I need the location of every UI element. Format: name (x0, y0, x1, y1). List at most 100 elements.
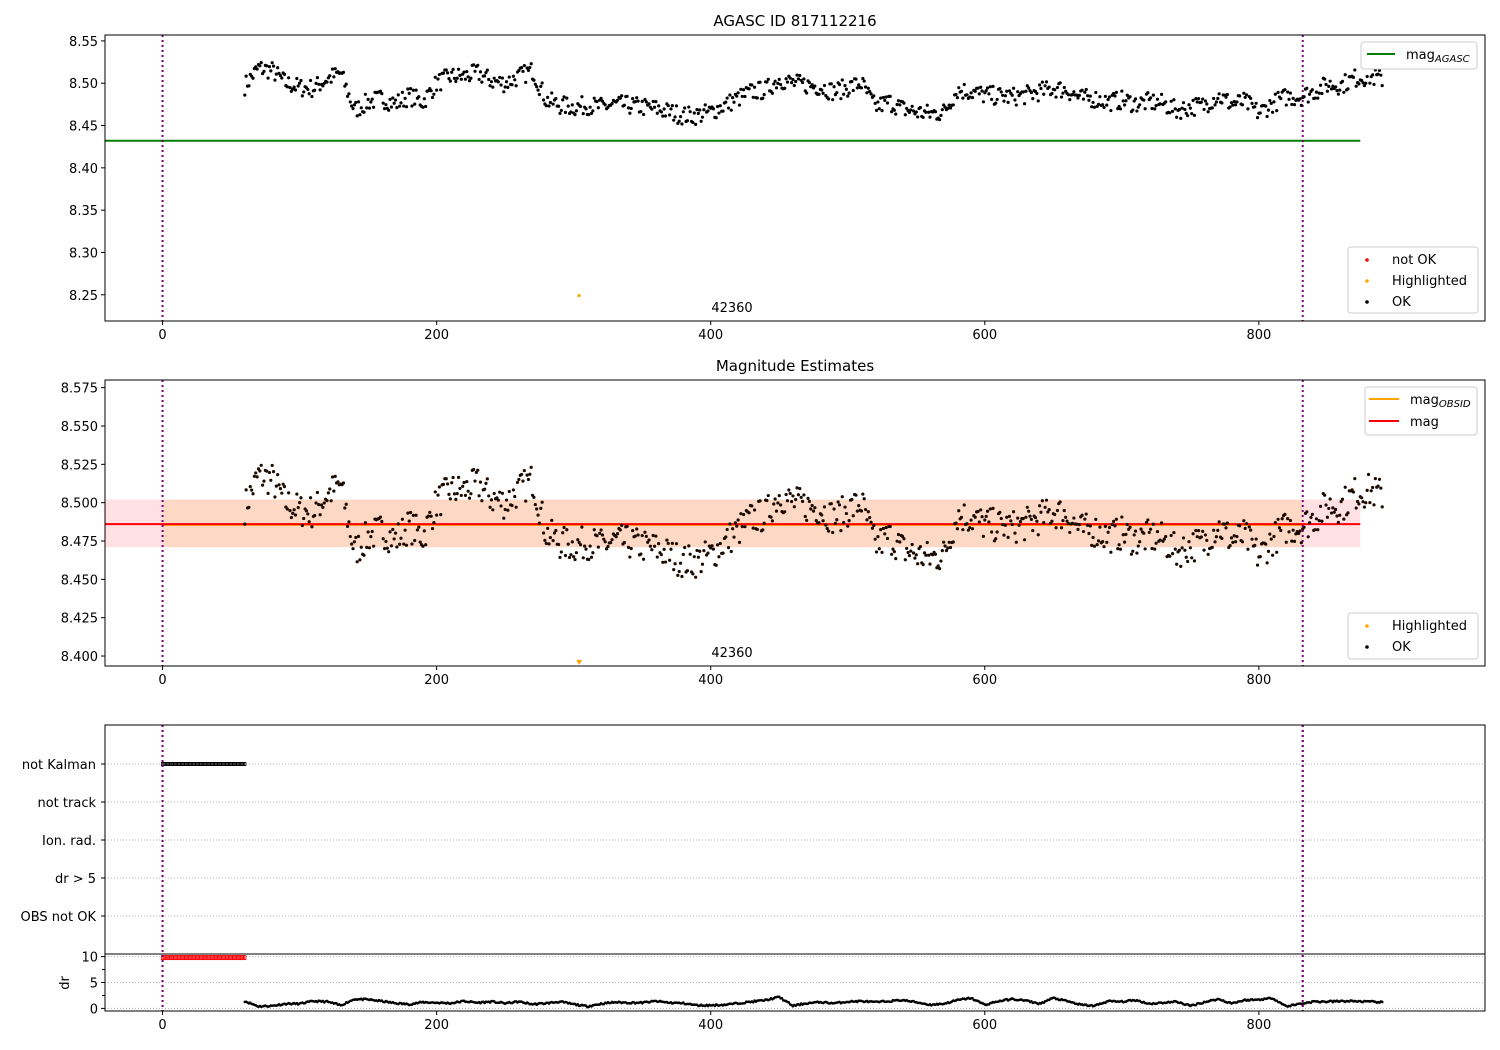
ok-point (1334, 85, 1338, 89)
ok-point (1159, 521, 1164, 525)
legend-marker-ok (1365, 645, 1369, 649)
ok-point (1331, 84, 1335, 88)
ok-point (1362, 84, 1367, 88)
ok-point (1231, 540, 1235, 545)
ok-point (884, 525, 888, 530)
ok-point (1042, 92, 1046, 96)
ok-point (358, 558, 362, 562)
ok-point (362, 110, 366, 114)
ok-point (918, 105, 922, 110)
ok-point (1372, 503, 1376, 507)
ok-point (846, 94, 850, 98)
ok-point (903, 558, 907, 562)
ok-point (762, 93, 766, 97)
ok-point (966, 528, 970, 532)
ok-point (737, 103, 742, 107)
ok-point (1081, 97, 1086, 101)
ok-point (1194, 528, 1198, 533)
ok-point (999, 516, 1003, 521)
ok-point (1243, 526, 1247, 530)
ok-point (424, 104, 428, 109)
ok-point (811, 509, 816, 513)
ok-point (488, 84, 492, 88)
ok-point (336, 480, 340, 484)
ok-point (1114, 90, 1118, 94)
ok-point (500, 491, 505, 495)
ok-point (1302, 525, 1306, 529)
ok-point (1372, 82, 1376, 87)
ok-point (1179, 564, 1183, 568)
ok-point (735, 524, 739, 528)
ok-point (750, 83, 754, 87)
ok-point (654, 100, 658, 104)
ok-point (451, 67, 455, 71)
ok-point (1149, 527, 1153, 531)
ok-point (485, 477, 489, 481)
ok-point (387, 108, 391, 112)
ok-point (492, 491, 496, 496)
dr-ylabel: dr (58, 976, 73, 990)
ok-point (1377, 477, 1382, 481)
ok-point (1006, 535, 1010, 539)
ok-point (529, 62, 533, 66)
ok-point (866, 86, 870, 90)
ok-point (546, 95, 550, 100)
ok-point (1083, 517, 1087, 521)
ok-point (879, 528, 883, 532)
ok-point (580, 525, 584, 529)
ok-point (903, 113, 907, 117)
ok-point (1192, 559, 1197, 563)
ok-point (511, 488, 515, 492)
ok-point (437, 485, 441, 489)
ok-point (326, 491, 330, 495)
ok-point (450, 70, 454, 74)
ok-point (1121, 533, 1125, 537)
ok-point (1190, 556, 1194, 560)
ok-point (779, 503, 783, 507)
ok-point (837, 82, 842, 87)
ok-point (643, 97, 647, 102)
dr-point (343, 1002, 347, 1006)
ok-point (1371, 73, 1375, 77)
ok-point (596, 545, 600, 549)
ok-point (287, 491, 291, 495)
ok-point (382, 547, 387, 551)
ok-point (409, 87, 413, 91)
ok-point (907, 110, 912, 115)
ok-point (847, 91, 851, 95)
ok-point (1154, 541, 1158, 545)
ok-point (603, 540, 607, 544)
ok-point (1318, 83, 1323, 87)
ok-point (514, 84, 518, 88)
ok-point (1103, 94, 1107, 98)
ok-point (933, 552, 938, 556)
ok-point (1264, 542, 1268, 546)
ok-point (948, 545, 953, 550)
ok-point (529, 465, 533, 469)
ok-point (662, 547, 666, 551)
ok-point (1033, 515, 1038, 520)
ok-point (636, 533, 640, 537)
ok-point (1087, 531, 1091, 536)
ok-point (968, 95, 972, 99)
ok-point (962, 82, 966, 87)
ok-point (328, 74, 332, 78)
ok-point (629, 106, 633, 111)
legend-marker-highlighted (1365, 624, 1369, 628)
y-tick-label: 8.500 (61, 497, 98, 512)
ok-point (1050, 91, 1054, 96)
ok-point (391, 96, 395, 100)
ok-point (610, 538, 614, 542)
ok-point (271, 64, 276, 68)
ok-point (907, 553, 912, 558)
ok-point (1288, 91, 1293, 95)
ok-point (980, 89, 984, 93)
ok-point (285, 507, 289, 511)
ok-point (657, 104, 661, 108)
ok-point (407, 519, 411, 523)
ok-point (1202, 548, 1206, 552)
ok-point (1092, 105, 1097, 109)
ok-point (450, 481, 454, 485)
ok-point (677, 569, 681, 574)
ok-point (803, 514, 807, 519)
